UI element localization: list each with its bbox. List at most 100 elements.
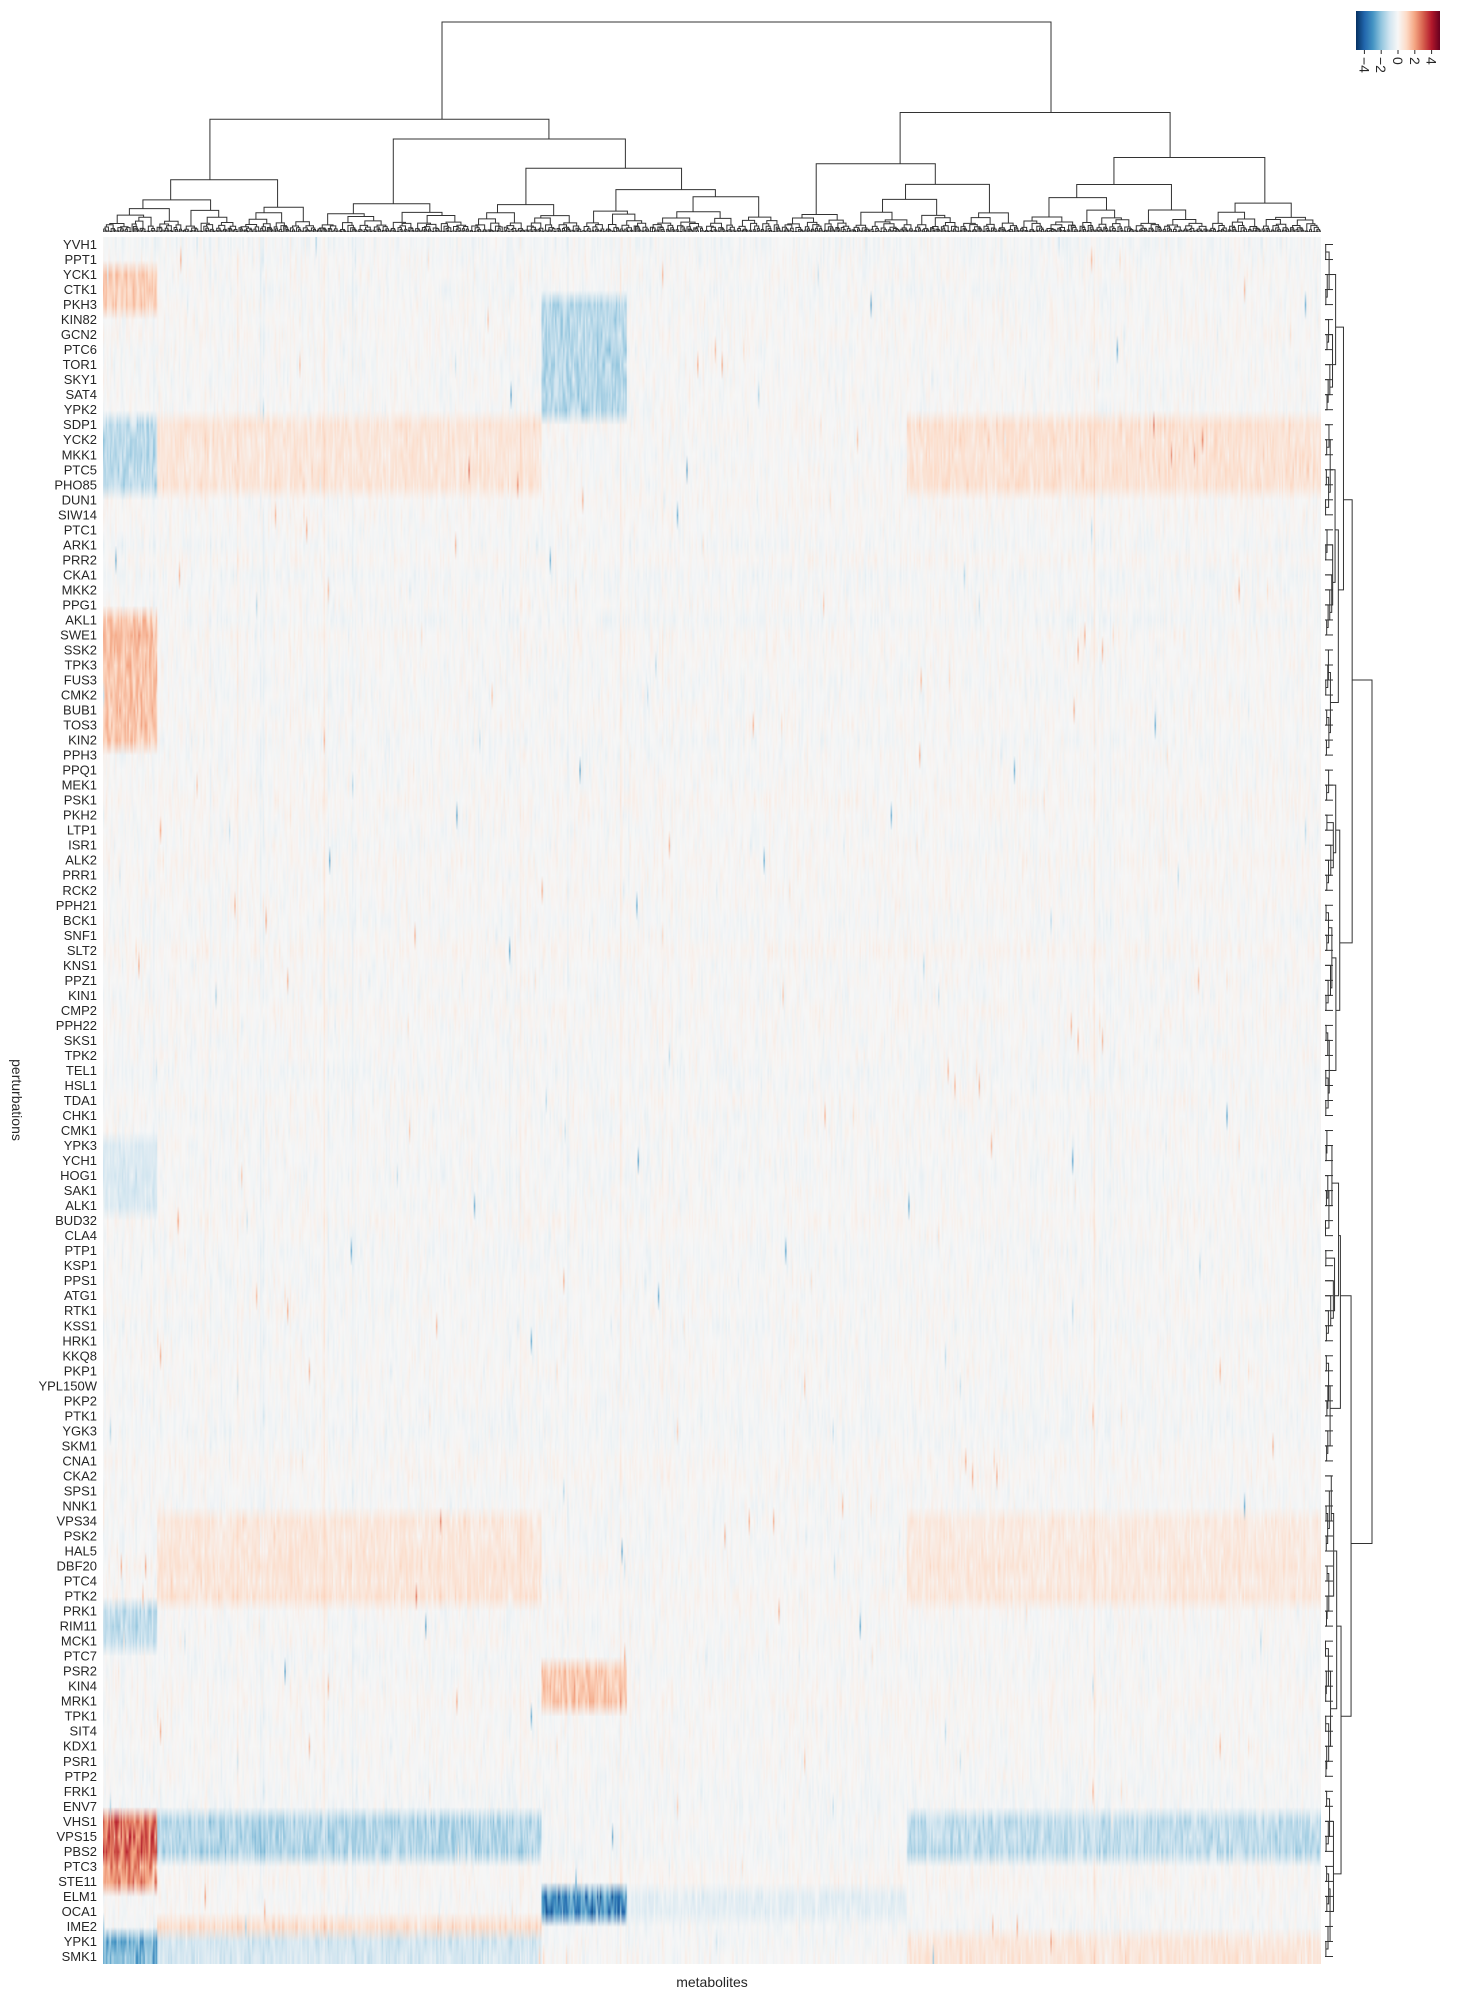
column-dendrogram-link [1316, 228, 1321, 232]
column-dendrogram-link [342, 222, 353, 230]
column-dendrogram-link [750, 222, 758, 231]
column-dendrogram-link [773, 224, 779, 232]
column-dendrogram-link [238, 227, 243, 232]
column-dendrogram-link [586, 229, 589, 232]
column-dendrogram-link [861, 230, 864, 232]
column-dendrogram-link [1150, 228, 1154, 232]
column-dendrogram-link [330, 230, 333, 232]
column-dendrogram-link [1140, 222, 1156, 226]
column-dendrogram-link [1086, 209, 1116, 223]
column-dendrogram-link [138, 216, 152, 227]
column-dendrogram-link [819, 228, 823, 232]
row-label: CNA1 [62, 1453, 97, 1468]
row-label: ALK2 [65, 853, 97, 868]
column-dendrogram-link [1234, 230, 1237, 232]
column-dendrogram-link [787, 223, 800, 228]
column-dendrogram-link [1100, 229, 1103, 232]
column-dendrogram-link [526, 230, 530, 232]
row-label: PTP2 [64, 1769, 97, 1784]
column-dendrogram-link [738, 225, 746, 230]
column-dendrogram-link [942, 228, 946, 232]
column-dendrogram-link [915, 226, 921, 231]
column-dendrogram-link [260, 227, 264, 232]
column-dendrogram-link [1087, 224, 1093, 231]
row-label: KDX1 [63, 1739, 97, 1754]
column-dendrogram-link [305, 225, 314, 229]
row-dendrogram-link [1325, 1820, 1329, 1845]
column-dendrogram-link [1032, 230, 1036, 232]
column-dendrogram-link [683, 229, 687, 232]
column-dendrogram-link [969, 224, 978, 231]
column-dendrogram-link [307, 229, 310, 232]
column-dendrogram-link [467, 230, 470, 232]
column-dendrogram-link [827, 226, 833, 231]
column-dendrogram-link [131, 223, 137, 232]
row-label: PRR1 [62, 868, 97, 883]
row-label: CMK2 [61, 688, 97, 703]
row-label: PHO85 [54, 477, 97, 492]
column-dendrogram-link [840, 226, 845, 232]
column-dendrogram-link [1281, 229, 1285, 232]
column-dendrogram-link [280, 230, 283, 232]
column-dendrogram-link [1249, 229, 1252, 232]
column-dendrogram-link [310, 227, 316, 231]
column-dendrogram-link [275, 228, 279, 232]
row-label: KIN1 [68, 988, 97, 1003]
row-label: BUD32 [55, 1213, 97, 1228]
column-dendrogram-link [917, 224, 927, 229]
column-dendrogram-link [135, 228, 139, 232]
column-dendrogram-link [823, 229, 827, 232]
column-dendrogram-link [1106, 229, 1109, 232]
column-dendrogram-link [1174, 226, 1181, 231]
column-dendrogram-link [842, 225, 850, 229]
column-dendrogram-link [756, 227, 760, 232]
column-dendrogram-link [714, 217, 732, 226]
column-dendrogram-link [923, 228, 929, 230]
column-dendrogram-link [1287, 230, 1290, 232]
column-dendrogram-link [200, 230, 203, 232]
column-dendrogram-link [411, 229, 415, 232]
column-dendrogram-link [1292, 230, 1296, 232]
row-dendrogram-link [1325, 1355, 1327, 1372]
column-dendrogram-link [417, 222, 432, 229]
row-dendrogram-link [1333, 1625, 1342, 1875]
row-label: SAT4 [65, 387, 97, 402]
column-dendrogram-link [572, 230, 576, 232]
column-dendrogram-link [885, 230, 888, 232]
row-label: ELM1 [63, 1889, 97, 1904]
row-dendrogram-link [1330, 1235, 1341, 1409]
column-dendrogram-link [801, 214, 838, 221]
column-dendrogram-link [314, 230, 317, 232]
column-dendrogram-link [490, 222, 500, 230]
row-labels: YVH1PPT1YCK1CTK1PKH3KIN82GCN2PTC6TOR1SKY… [38, 237, 97, 1964]
column-dendrogram-link [317, 228, 322, 231]
row-dendrogram-link [1325, 1077, 1329, 1109]
column-dendrogram-link [591, 229, 595, 232]
column-dendrogram-link [706, 230, 710, 232]
column-dendrogram-link [158, 227, 163, 232]
column-dendrogram-link [777, 227, 781, 232]
column-dendrogram-link [164, 229, 167, 232]
column-dendrogram-link [1113, 157, 1266, 204]
row-dendrogram-link [1325, 1280, 1334, 1319]
column-dendrogram-link [455, 229, 459, 232]
row-dendrogram-link [1325, 499, 1327, 516]
column-dendrogram-link [109, 222, 125, 227]
column-dendrogram-link [1315, 230, 1319, 232]
column-dendrogram-link [1022, 229, 1025, 232]
column-dendrogram-link [1082, 228, 1087, 232]
column-dendrogram-link [184, 228, 189, 231]
row-label: YCK2 [63, 432, 97, 447]
row-label: PTK2 [64, 1589, 97, 1604]
column-dendrogram-link [957, 230, 960, 232]
column-dendrogram-link [392, 221, 406, 229]
column-dendrogram-link [602, 230, 605, 232]
column-dendrogram-link [861, 227, 868, 231]
column-dendrogram-link [1046, 230, 1049, 232]
column-dendrogram-link [1302, 230, 1305, 232]
column-dendrogram-link [476, 230, 480, 232]
row-label: PPS1 [64, 1273, 97, 1288]
column-dendrogram-link [943, 230, 946, 232]
column-dendrogram-link [932, 229, 936, 232]
column-dendrogram-link [1147, 230, 1151, 232]
